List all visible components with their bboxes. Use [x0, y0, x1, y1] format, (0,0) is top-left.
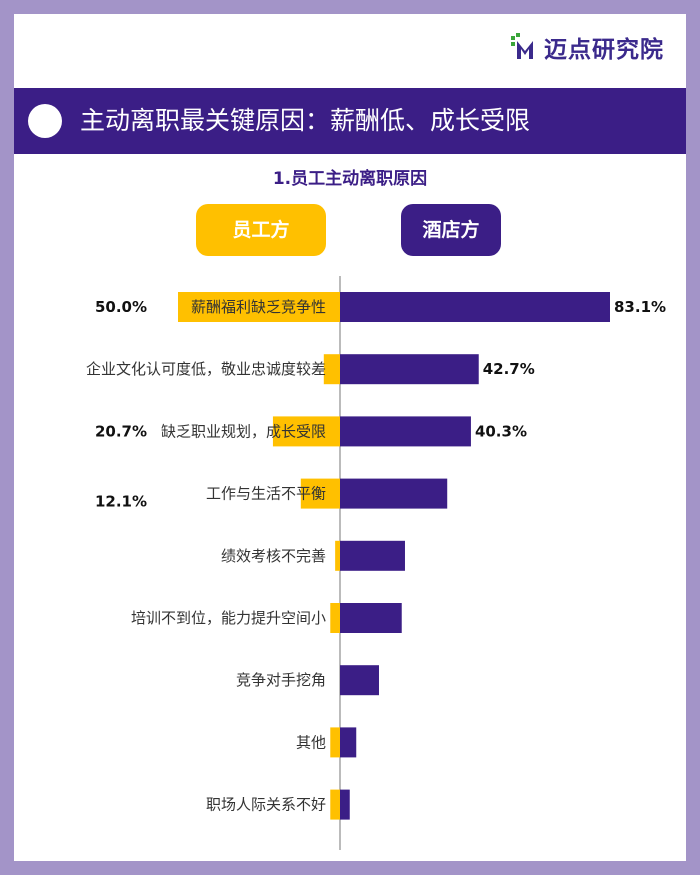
category-label: 职场人际关系不好	[206, 796, 326, 814]
title-banner: 主动离职最关键原因：薪酬低、成长受限	[14, 88, 686, 154]
logo: 迈点研究院	[510, 30, 664, 64]
bar-hotel	[340, 727, 357, 758]
report-card: 迈点研究院 主动离职最关键原因：薪酬低、成长受限 1.员工主动离职原因 员工方 …	[14, 14, 686, 861]
value-label-employee: 50.0%	[95, 298, 147, 316]
page-title: 主动离职最关键原因：薪酬低、成长受限	[80, 106, 531, 135]
category-label: 培训不到位，能力提升空间小	[131, 609, 326, 627]
bar-employee	[300, 478, 340, 509]
value-label-employee: 12.1%	[95, 493, 147, 511]
bar-employee	[330, 603, 340, 633]
category-label: 缺乏职业规划，成长受限	[161, 422, 326, 440]
banner-circle-icon	[28, 104, 62, 138]
bar-hotel	[340, 540, 405, 571]
mt-logo-icon	[511, 33, 533, 59]
legend-employee: 员工方	[196, 204, 326, 256]
bar-hotel	[340, 354, 479, 385]
bar-hotel	[340, 478, 448, 509]
chart-title: 1.员工主动离职原因	[272, 169, 428, 189]
bar-employee	[330, 727, 340, 758]
bar-employee	[272, 416, 340, 447]
category-label: 绩效考核不完善	[221, 547, 326, 565]
bar-hotel	[340, 789, 350, 820]
bar-hotel	[340, 603, 402, 633]
category-label: 企业文化认可度低，敬业忠诚度较差	[86, 360, 326, 378]
bar-employee	[330, 789, 340, 820]
category-label: 竞争对手挖角	[236, 671, 326, 689]
category-label: 工作与生活不平衡	[206, 485, 326, 503]
bar-employee	[323, 354, 340, 385]
category-label: 薪酬福利缺乏竞争性	[191, 298, 326, 316]
diverging-bar-chart: 薪酬福利缺乏竞争性 50.0% 83.1% 企业文化认可度低，敬业忠诚度较差 42.7%…	[86, 276, 666, 850]
bar-hotel	[340, 416, 471, 447]
logo-text: 迈点研究院	[544, 37, 664, 63]
value-label-hotel: 40.3%	[475, 422, 527, 440]
bar-hotel	[340, 292, 610, 322]
bar-employee	[178, 292, 340, 322]
category-label: 其他	[296, 733, 326, 751]
bar-employee	[335, 540, 340, 571]
value-label-hotel: 42.7%	[483, 360, 535, 378]
legend-hotel: 酒店方	[401, 204, 501, 256]
bar-hotel	[340, 665, 379, 696]
value-label-hotel: 83.1%	[614, 298, 666, 316]
value-label-employee: 20.7%	[95, 422, 147, 440]
